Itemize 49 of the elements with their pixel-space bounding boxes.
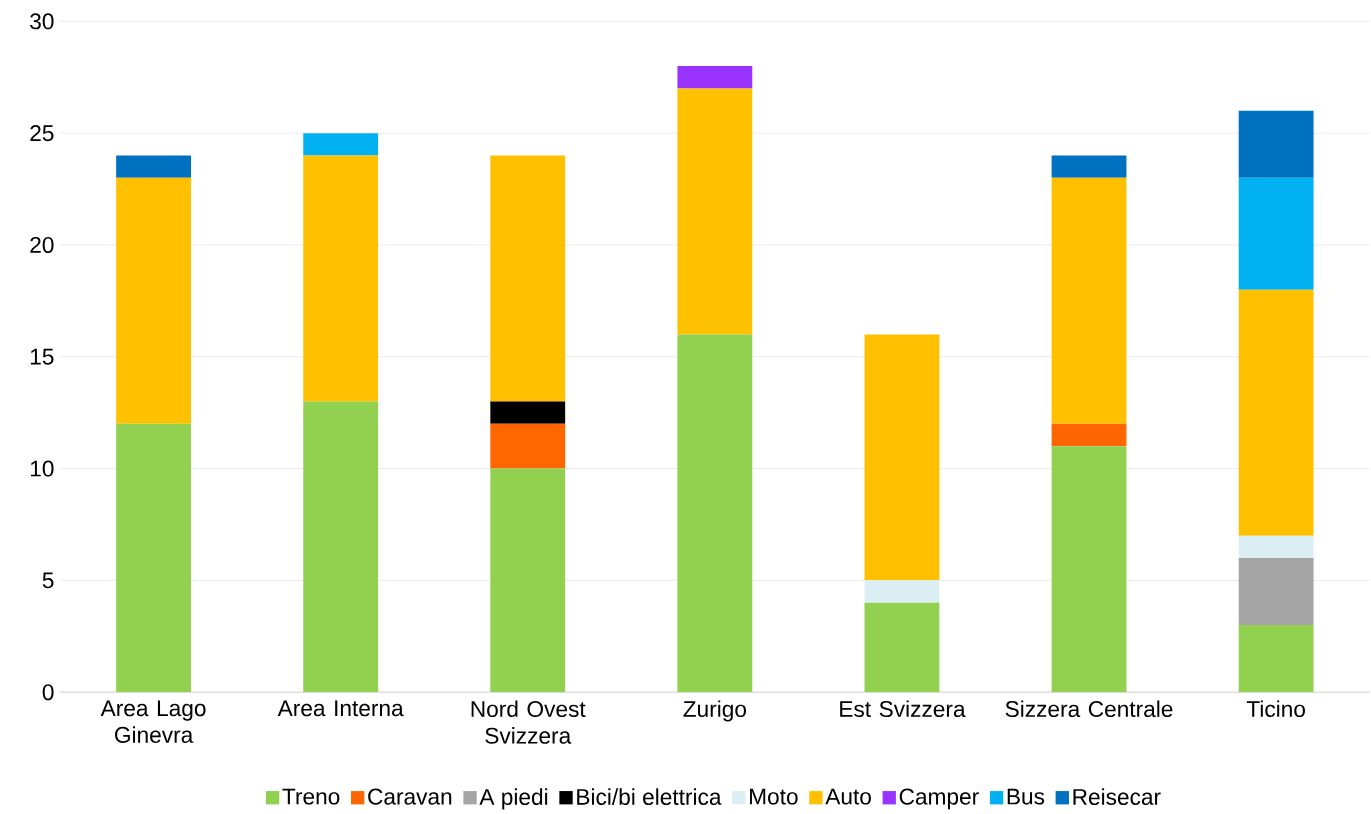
y-tick-label: 20: [30, 237, 54, 254]
legend-label: Bus: [1007, 788, 1045, 805]
y-tick-label: 0: [42, 684, 54, 701]
bar: [1238, 289, 1314, 536]
bar: [116, 155, 191, 179]
bar: [1238, 558, 1314, 626]
y-tick-label: 5: [42, 572, 54, 589]
legend-label: Reisecar: [1073, 788, 1161, 806]
legend-label: Camper: [899, 788, 979, 810]
y-tick-label: 25: [30, 125, 54, 142]
bar: [1238, 111, 1314, 179]
bar: [677, 66, 753, 89]
y-tick-label: 30: [30, 13, 54, 30]
bar: [303, 155, 379, 402]
bar: [490, 401, 566, 425]
x-tick-label: Zurigo: [683, 700, 747, 722]
bar: [303, 401, 379, 693]
bar: [303, 133, 379, 156]
x-tick-label: Sizzera Centrale: [1005, 700, 1173, 718]
y-tick-label: 15: [30, 349, 54, 365]
x-tick-label: Area Interna: [277, 700, 404, 717]
bar: [116, 424, 191, 693]
x-tick-label: Est Svizzera: [840, 700, 966, 718]
bar: [116, 178, 191, 425]
bar: [677, 88, 753, 335]
bar: [1238, 535, 1314, 559]
bar: [1051, 155, 1127, 179]
bar: [1051, 446, 1127, 693]
legend-label: Treno: [282, 788, 340, 805]
bar: [1238, 625, 1314, 693]
bar: [490, 155, 566, 402]
bar: [1051, 178, 1127, 425]
legend-label: Caravan: [368, 788, 452, 805]
y-tick-label: 10: [30, 460, 54, 477]
bar: [864, 602, 940, 693]
bar: [864, 580, 940, 603]
legend-label: Moto: [750, 788, 798, 805]
x-tick-label: Ticino: [1246, 700, 1305, 718]
bar: [490, 468, 566, 693]
legend-label: Bici/bi elettrica: [577, 788, 722, 806]
bar: [677, 334, 753, 693]
legend-label: Auto: [825, 788, 871, 805]
bar: [1051, 424, 1127, 447]
bar: [864, 334, 940, 581]
bar: [490, 424, 566, 469]
x-tick-label: Nord Ovest Svizzera: [471, 700, 586, 744]
bar: [1238, 178, 1314, 290]
x-tick-label: Area Lago Ginevra: [100, 700, 206, 744]
legend-label: A piedi: [479, 788, 548, 810]
